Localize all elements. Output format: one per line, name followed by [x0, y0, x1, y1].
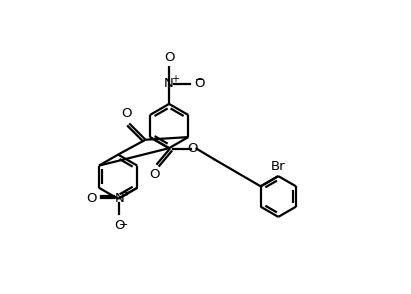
Text: −: −	[195, 75, 204, 85]
Text: O: O	[150, 168, 160, 181]
Text: O: O	[164, 51, 174, 64]
Text: +: +	[171, 74, 180, 84]
Text: N: N	[114, 192, 124, 205]
Text: O: O	[114, 219, 125, 233]
Text: Br: Br	[271, 160, 286, 173]
Text: O: O	[188, 142, 198, 155]
Text: O: O	[122, 108, 132, 121]
Text: N: N	[164, 78, 174, 91]
Text: +: +	[122, 188, 129, 198]
Text: O: O	[194, 78, 204, 91]
Text: −: −	[119, 220, 128, 230]
Text: O: O	[86, 192, 97, 205]
